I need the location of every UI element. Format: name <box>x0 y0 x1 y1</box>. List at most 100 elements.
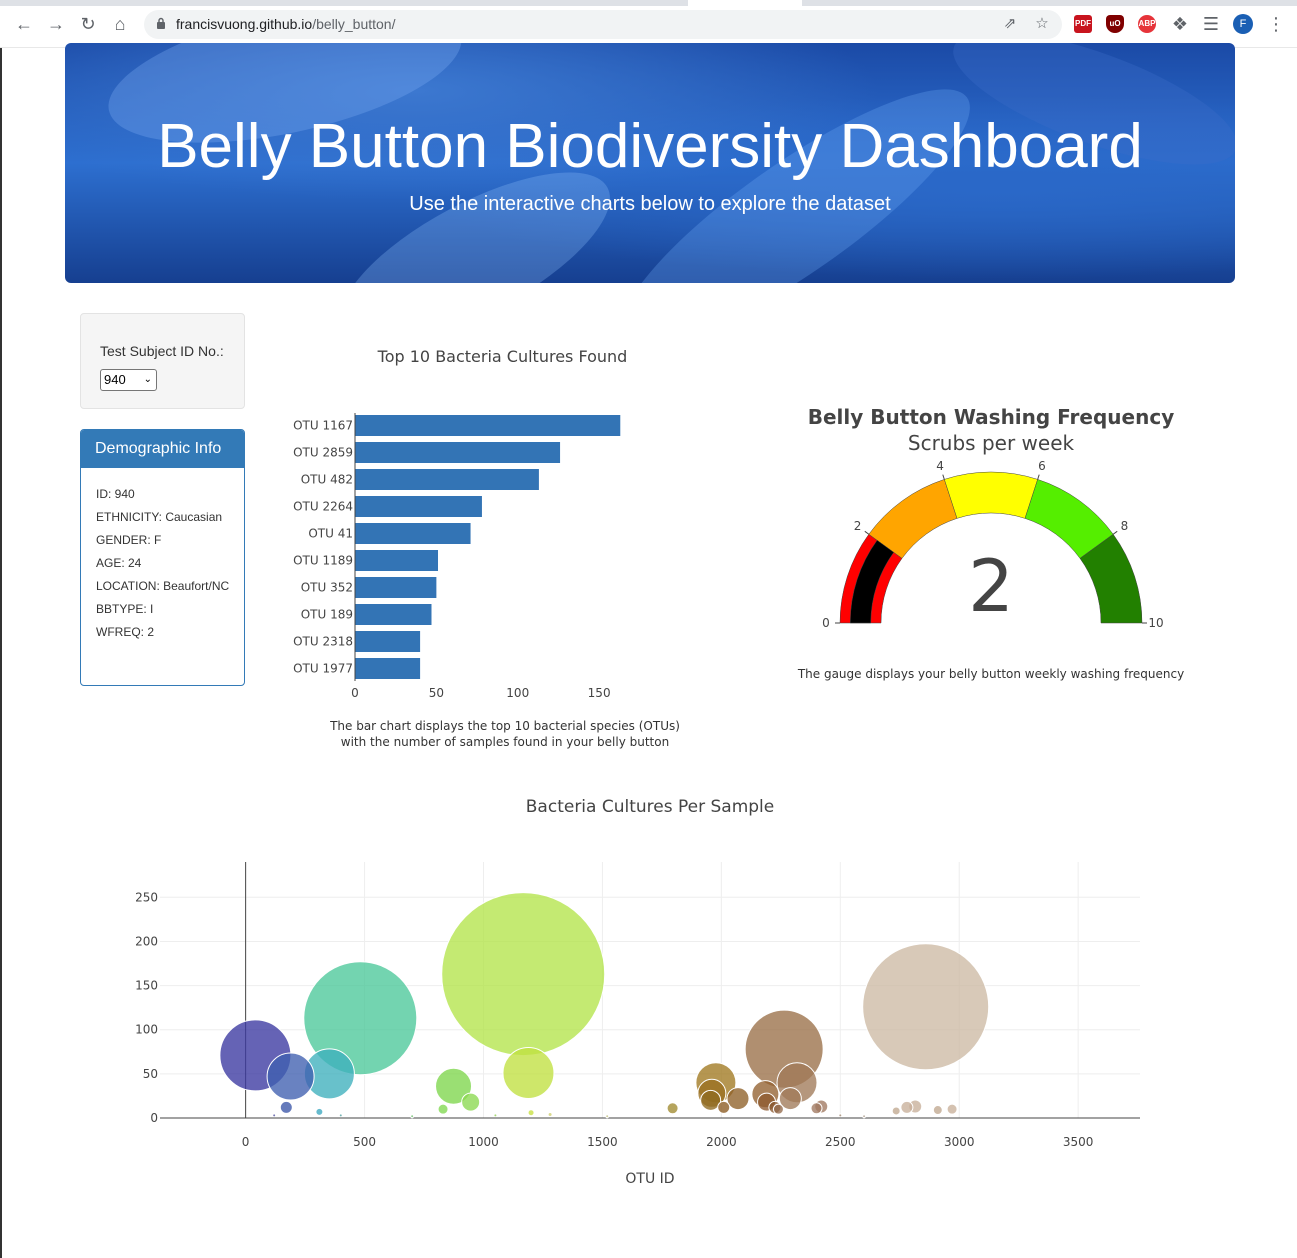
bubble <box>700 1089 722 1111</box>
gauge-subtitle: Scrubs per week <box>907 431 1075 455</box>
bar <box>355 469 539 490</box>
bubble <box>717 1100 731 1114</box>
bubble <box>932 1105 943 1116</box>
gauge-tick-label: 0 <box>822 616 830 630</box>
subject-id-select[interactable]: 940 ⌄ <box>100 369 157 391</box>
bubble <box>666 1102 679 1115</box>
bar-category-label: OTU 189 <box>301 608 353 622</box>
bubble <box>441 892 606 1057</box>
browser-toolbar: ← → ↻ ⌂ francisvuong.github.io/belly_but… <box>0 0 1297 48</box>
bubble <box>266 1052 315 1101</box>
gauge-tick-label: 2 <box>854 519 862 533</box>
bookmark-star-icon[interactable]: ☆ <box>1035 15 1049 32</box>
bubble <box>946 1103 958 1115</box>
bubble-x-tick-label: 3500 <box>1063 1135 1094 1149</box>
bar <box>355 604 432 625</box>
bubble <box>726 1087 750 1111</box>
gauge-title: Belly Button Washing Frequency <box>807 405 1175 429</box>
bar-chart-caption: The bar chart displays the top 10 bacter… <box>270 718 740 750</box>
bar-x-tick-label: 100 <box>506 686 529 700</box>
bubble-chart-title: Bacteria Cultures Per Sample <box>525 797 775 817</box>
adblock-extension-icon[interactable]: ABP <box>1138 15 1156 33</box>
bubble-x-tick-label: 1000 <box>468 1135 499 1149</box>
profile-avatar[interactable]: F <box>1233 14 1253 34</box>
bar <box>355 415 621 436</box>
pdf-extension-icon[interactable]: PDF <box>1074 15 1092 33</box>
bubble <box>338 1113 343 1118</box>
gauge-tick <box>864 530 870 535</box>
bubble-x-tick-label: 0 <box>242 1135 250 1149</box>
bubble-y-tick-label: 200 <box>135 934 158 948</box>
bubble <box>778 1087 802 1111</box>
bar <box>355 442 561 463</box>
bubble-x-axis-label: OTU ID <box>625 1171 675 1187</box>
bubble <box>502 1046 555 1099</box>
bubble <box>862 1114 867 1119</box>
lock-icon <box>157 17 165 29</box>
home-icon[interactable]: ⌂ <box>114 13 126 34</box>
bubble <box>838 1113 843 1118</box>
ublock-extension-icon[interactable]: uO <box>1106 15 1124 33</box>
demographic-panel: Demographic Info ID: 940 ETHNICITY: Cauc… <box>80 429 245 686</box>
bubble <box>900 1100 914 1114</box>
bar-caption-line: with the number of samples found in your… <box>340 735 670 749</box>
address-bar[interactable]: francisvuong.github.io/belly_button/ ⇗ ☆ <box>144 10 1062 39</box>
demographic-id: ID: 940 <box>96 487 135 501</box>
bar <box>355 550 439 571</box>
header-banner: Belly Button Biodiversity Dashboard Use … <box>65 43 1235 283</box>
bubble-x-tick-label: 500 <box>353 1135 376 1149</box>
bubble <box>862 943 990 1071</box>
tab-strip <box>0 0 1297 6</box>
bubble <box>315 1107 324 1116</box>
demographic-ethnicity: ETHNICITY: Caucasian <box>96 510 223 524</box>
bubble <box>279 1100 293 1114</box>
bar-caption-line: The bar chart displays the top 10 bacter… <box>330 719 680 733</box>
bubble <box>303 961 418 1076</box>
active-tab[interactable] <box>688 0 802 6</box>
bubble-y-tick-label: 50 <box>143 1067 158 1081</box>
subject-selector-label: Test Subject ID No.: <box>100 343 224 359</box>
bar-category-label: OTU 352 <box>301 581 353 595</box>
gauge-tick <box>1037 474 1040 480</box>
bubble <box>891 1106 901 1116</box>
bubble-x-tick-label: 1500 <box>587 1135 618 1149</box>
bubble-y-tick-label: 150 <box>135 979 158 993</box>
bar-x-tick-label: 150 <box>588 686 611 700</box>
extensions-puzzle-icon[interactable]: ❖ <box>1171 13 1189 34</box>
bar-category-label: OTU 2318 <box>293 635 353 649</box>
demographic-wfreq: WFREQ: 2 <box>96 625 155 639</box>
bubble-y-tick-label: 100 <box>135 1023 158 1037</box>
bubble <box>437 1103 449 1115</box>
gauge-value-bar <box>849 539 895 624</box>
bubble-x-tick-label: 2000 <box>706 1135 737 1149</box>
menu-dots-icon[interactable]: ⋮ <box>1267 13 1285 34</box>
bar <box>355 631 421 652</box>
gauge-tick <box>1112 530 1118 535</box>
gauge-tick-label: 8 <box>1121 519 1129 533</box>
demographic-location: LOCATION: Beaufort/NC <box>96 579 230 593</box>
demographic-gender: GENDER: F <box>96 533 162 547</box>
share-icon[interactable]: ⇗ <box>1003 15 1017 32</box>
bubble <box>272 1113 277 1118</box>
bubble-y-tick-label: 250 <box>135 890 158 904</box>
bar-category-label: OTU 1189 <box>293 554 353 568</box>
bubble <box>461 1092 481 1112</box>
forward-icon[interactable]: → <box>47 13 65 34</box>
subject-selector-well: Test Subject ID No.: 940 ⌄ <box>80 313 245 409</box>
gauge-tick-label: 10 <box>1148 616 1163 630</box>
gauge-chart: 0 2 4 6 8 10 2 <box>822 459 1163 630</box>
bubble <box>772 1103 784 1115</box>
back-icon[interactable]: ← <box>15 13 33 34</box>
reload-icon[interactable]: ↻ <box>80 13 96 34</box>
media-control-icon[interactable]: ☰ <box>1202 13 1220 34</box>
gauge-caption: The gauge displays your belly button wee… <box>797 667 1185 681</box>
bar <box>355 577 437 598</box>
bar-x-tick-label: 0 <box>351 686 359 700</box>
page-title: Belly Button Biodiversity Dashboard <box>157 112 1143 181</box>
bar <box>355 523 471 544</box>
url-text[interactable]: francisvuong.github.io/belly_button/ <box>176 16 396 32</box>
bubble <box>547 1111 553 1117</box>
gauge-value-label: 2 <box>968 544 1014 628</box>
bubble <box>810 1102 823 1115</box>
